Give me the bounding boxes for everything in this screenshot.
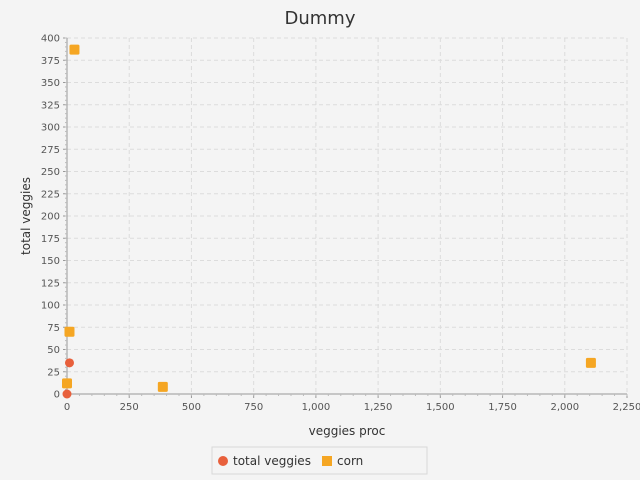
y-tick-label: 400 <box>41 34 60 45</box>
y-tick-label: 375 <box>41 56 60 67</box>
x-tick-label: 750 <box>244 402 263 413</box>
grid-lines <box>66 37 628 395</box>
legend-label-corn: corn <box>337 454 363 468</box>
x-tick-label: 2,250 <box>613 402 640 413</box>
y-tick-label: 0 <box>54 390 60 401</box>
y-tick-label: 25 <box>47 367 60 378</box>
point-corn <box>69 44 80 55</box>
x-tick-label: 1,750 <box>488 402 517 413</box>
legend-marker-corn <box>322 456 332 466</box>
data-points <box>62 44 596 399</box>
y-tick-label: 150 <box>41 256 60 267</box>
legend-label-total-veggies: total veggies <box>233 454 311 468</box>
x-tick-label: 2,000 <box>550 402 579 413</box>
y-axis-ticks: 0 25 50 75 100 125 150 175 200 225 250 275 300 325 350… <box>41 34 67 401</box>
y-tick-label: 325 <box>41 100 60 111</box>
y-tick-label: 100 <box>41 301 60 312</box>
x-tick-label: 1,000 <box>302 402 331 413</box>
y-tick-label: 225 <box>41 189 60 200</box>
x-tick-label: 0 <box>64 402 70 413</box>
legend-box <box>211 446 428 475</box>
point-corn <box>157 381 168 392</box>
x-axis-label: veggies proc <box>309 424 386 438</box>
y-tick-label: 275 <box>41 145 60 156</box>
x-tick-label: 1,500 <box>426 402 455 413</box>
chart-title: Dummy <box>285 8 356 29</box>
y-tick-label: 50 <box>47 345 60 356</box>
y-tick-label: 250 <box>41 167 60 178</box>
legend-marker-total-veggies <box>218 456 228 466</box>
y-tick-label: 75 <box>47 323 60 334</box>
point-total-veggies <box>64 358 74 368</box>
x-tick-label: 500 <box>182 402 201 413</box>
y-tick-label: 125 <box>41 278 60 289</box>
point-corn <box>64 326 75 337</box>
x-tick-label: 1,250 <box>364 402 393 413</box>
point-corn <box>62 378 72 389</box>
y-tick-label: 300 <box>41 123 60 134</box>
y-tick-label: 175 <box>41 234 60 245</box>
x-tick-label: 250 <box>120 402 139 413</box>
y-tick-label: 350 <box>41 78 60 89</box>
point-corn <box>585 357 596 368</box>
point-total-veggies <box>62 389 72 399</box>
legend: total veggies corn <box>211 446 428 475</box>
y-tick-label: 200 <box>41 212 60 223</box>
y-axis-label: total veggies <box>19 177 33 255</box>
x-axis-ticks: 0 250 500 750 1,000 1,250 1,500 1,750 2,000 2,250 <box>64 394 640 413</box>
